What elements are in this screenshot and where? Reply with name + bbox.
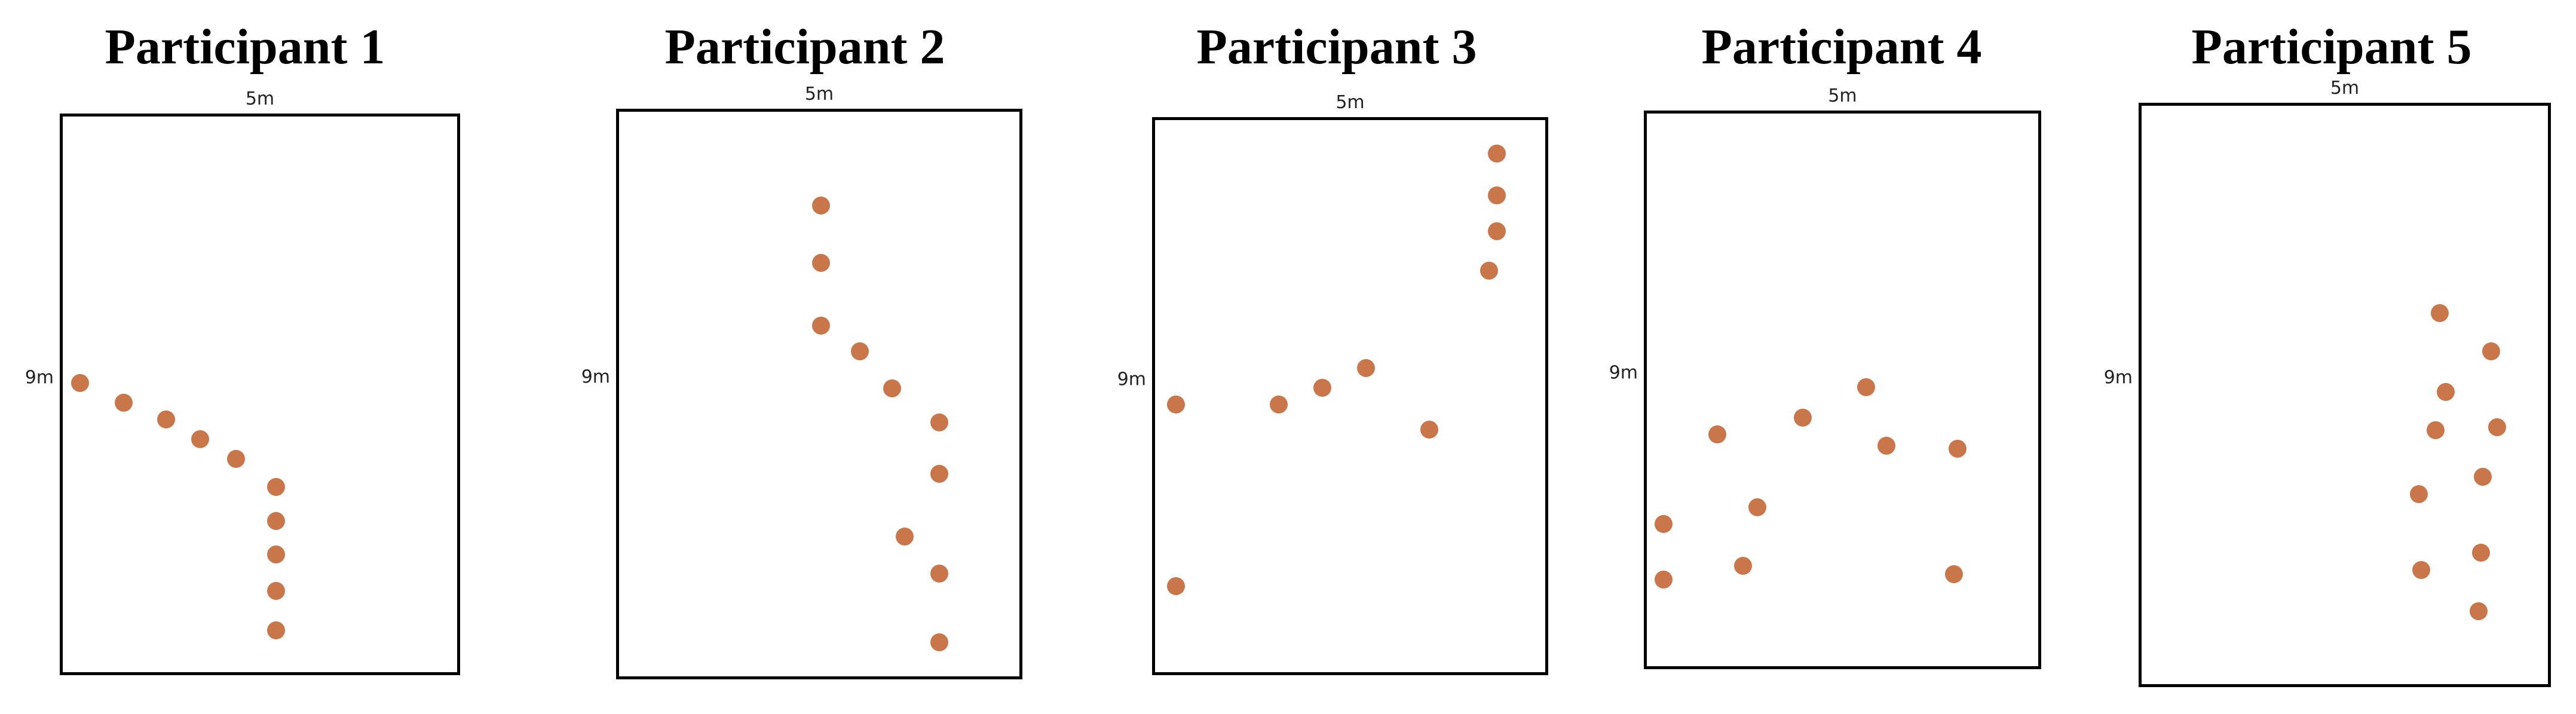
room-outline	[616, 109, 1022, 679]
position-dot	[1708, 425, 1727, 444]
position-dot	[1166, 396, 1185, 413]
position-dot	[267, 582, 285, 600]
room-outline	[1152, 117, 1548, 675]
room-height-label: 9m	[1117, 369, 1146, 390]
position-dot	[1794, 409, 1812, 427]
panel-title: Participant 5	[2191, 19, 2472, 75]
room-width-label: 5m	[245, 88, 275, 109]
position-dot	[930, 465, 948, 483]
position-dot	[930, 565, 948, 583]
position-dot	[267, 621, 285, 639]
position-dot	[1313, 378, 1332, 397]
panel-title: Participant 2	[664, 19, 945, 75]
position-dot	[1877, 437, 1895, 455]
position-dot	[851, 342, 869, 360]
room-width-label: 5m	[804, 84, 834, 105]
panel-title: Participant 4	[1701, 19, 1982, 75]
position-dot	[883, 379, 902, 397]
position-dot	[812, 197, 831, 215]
room-width-label: 5m	[1828, 85, 1857, 106]
position-dot	[1487, 186, 1506, 204]
room-height-label: 9m	[2103, 367, 2133, 388]
position-dot	[1487, 144, 1506, 163]
position-dot	[930, 633, 948, 651]
position-dot	[1655, 571, 1673, 589]
position-dot	[1944, 565, 1963, 584]
position-dot	[157, 410, 175, 429]
position-dot	[895, 528, 914, 546]
position-dot	[1357, 359, 1376, 378]
position-dot	[1270, 396, 1288, 413]
position-dot	[2412, 561, 2430, 580]
position-dot	[191, 430, 209, 449]
position-dot	[267, 478, 285, 497]
panel-title: Participant 1	[105, 19, 385, 75]
position-dot	[2470, 602, 2488, 620]
position-dot	[267, 511, 285, 530]
position-dot	[2471, 544, 2490, 562]
position-dot	[2410, 485, 2428, 504]
panel-title: Participant 3	[1196, 19, 1477, 75]
position-dot	[2426, 421, 2445, 439]
position-dot	[267, 545, 285, 563]
position-dot	[1487, 222, 1506, 241]
position-dot	[2474, 467, 2492, 486]
position-dot	[1166, 577, 1185, 595]
position-dot	[2437, 383, 2455, 402]
room-width-label: 5m	[2330, 78, 2360, 99]
position-dot	[71, 374, 89, 393]
position-dot	[1734, 557, 1753, 575]
position-dot	[1949, 439, 1967, 458]
room-height-label: 9m	[581, 366, 610, 388]
position-dot	[1655, 514, 1673, 533]
position-dot	[2430, 304, 2449, 323]
position-dot	[812, 253, 831, 272]
position-dot	[115, 394, 133, 412]
room-height-label: 9m	[1609, 362, 1638, 384]
position-dot	[2488, 418, 2507, 436]
position-dot	[1857, 378, 1876, 396]
position-dot	[1420, 421, 1439, 439]
room-outline	[2139, 103, 2551, 687]
position-dot	[930, 413, 948, 432]
position-dot	[1748, 498, 1766, 516]
position-dot	[226, 450, 245, 468]
position-dot	[1480, 261, 1498, 280]
room-height-label: 9m	[24, 367, 54, 388]
room-width-label: 5m	[1336, 92, 1365, 113]
position-dot	[2482, 342, 2500, 360]
room-outline	[1644, 111, 2041, 669]
position-dot	[812, 316, 831, 335]
